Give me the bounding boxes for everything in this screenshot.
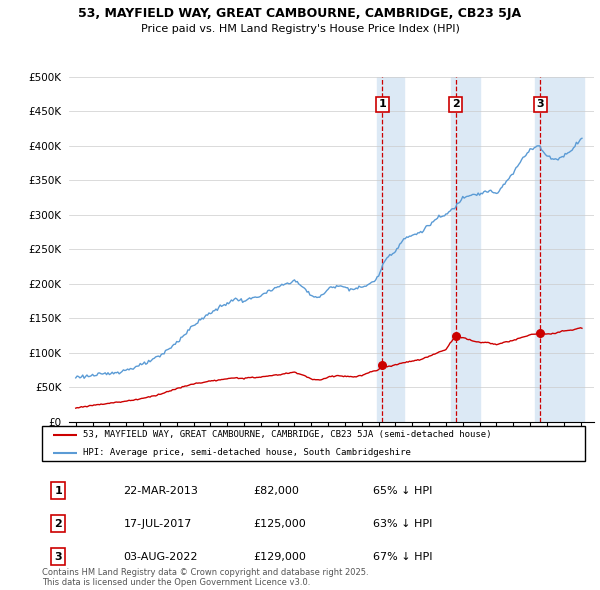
Text: 53, MAYFIELD WAY, GREAT CAMBOURNE, CAMBRIDGE, CB23 5JA (semi-detached house): 53, MAYFIELD WAY, GREAT CAMBOURNE, CAMBR… bbox=[83, 430, 491, 440]
Text: 2: 2 bbox=[452, 99, 460, 109]
Text: 03-AUG-2022: 03-AUG-2022 bbox=[124, 552, 198, 562]
Text: 3: 3 bbox=[536, 99, 544, 109]
Point bbox=[451, 331, 460, 340]
Text: 65% ↓ HPI: 65% ↓ HPI bbox=[373, 486, 433, 496]
Text: 67% ↓ HPI: 67% ↓ HPI bbox=[373, 552, 433, 562]
Point bbox=[535, 328, 545, 337]
Bar bbox=[377, 77, 404, 422]
Text: £129,000: £129,000 bbox=[254, 552, 307, 562]
Text: 1: 1 bbox=[379, 99, 386, 109]
Text: £82,000: £82,000 bbox=[254, 486, 299, 496]
Text: 63% ↓ HPI: 63% ↓ HPI bbox=[373, 519, 433, 529]
Text: £125,000: £125,000 bbox=[254, 519, 307, 529]
Text: 3: 3 bbox=[55, 552, 62, 562]
Text: 53, MAYFIELD WAY, GREAT CAMBOURNE, CAMBRIDGE, CB23 5JA: 53, MAYFIELD WAY, GREAT CAMBOURNE, CAMBR… bbox=[79, 7, 521, 20]
Text: 1: 1 bbox=[55, 486, 62, 496]
Bar bbox=[451, 77, 479, 422]
Text: HPI: Average price, semi-detached house, South Cambridgeshire: HPI: Average price, semi-detached house,… bbox=[83, 448, 410, 457]
Text: Contains HM Land Registry data © Crown copyright and database right 2025.
This d: Contains HM Land Registry data © Crown c… bbox=[42, 568, 368, 587]
Text: 2: 2 bbox=[55, 519, 62, 529]
Text: 22-MAR-2013: 22-MAR-2013 bbox=[124, 486, 199, 496]
Point bbox=[377, 360, 387, 370]
Text: 17-JUL-2017: 17-JUL-2017 bbox=[124, 519, 192, 529]
Bar bbox=[535, 77, 584, 422]
Text: Price paid vs. HM Land Registry's House Price Index (HPI): Price paid vs. HM Land Registry's House … bbox=[140, 24, 460, 34]
